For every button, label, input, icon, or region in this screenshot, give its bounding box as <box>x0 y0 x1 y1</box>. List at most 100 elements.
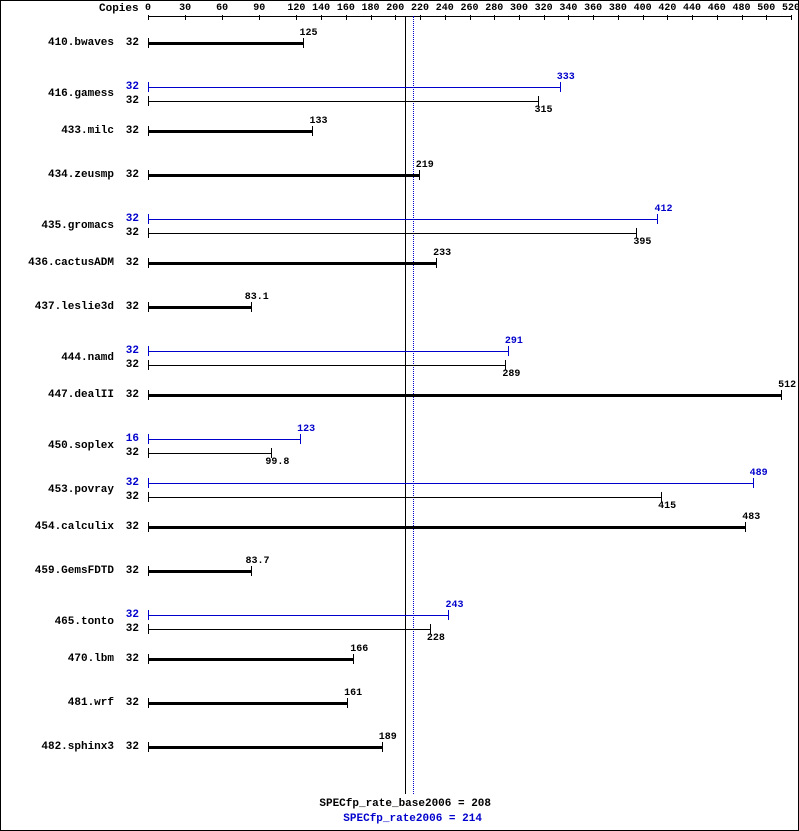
benchmark-name: 434.zeusmp <box>48 169 114 181</box>
bar-endcap <box>353 654 354 664</box>
x-tick-label: 120 <box>287 3 305 14</box>
bar-value-label: 125 <box>300 28 318 39</box>
copies-value: 32 <box>126 697 139 709</box>
x-tick <box>222 15 223 20</box>
x-tick <box>742 15 743 20</box>
copies-value: 32 <box>126 609 139 621</box>
bar-startcap <box>148 228 149 238</box>
x-tick <box>420 15 421 20</box>
x-tick-label: 140 <box>312 3 330 14</box>
x-tick-label: 90 <box>253 3 265 14</box>
x-tick-label: 60 <box>216 3 228 14</box>
x-tick-label: 360 <box>584 3 602 14</box>
x-tick-label: 260 <box>460 3 478 14</box>
x-tick-label: 30 <box>179 3 191 14</box>
bar-endcap <box>251 302 252 312</box>
benchmark-bar <box>148 453 271 454</box>
x-tick-label: 280 <box>485 3 503 14</box>
x-tick <box>519 15 520 20</box>
bar-value-label: 219 <box>416 160 434 171</box>
benchmark-name: 465.tonto <box>55 616 114 628</box>
bar-endcap <box>382 742 383 752</box>
bar-endcap <box>448 610 449 620</box>
bar-startcap <box>148 214 149 224</box>
benchmark-bar <box>148 87 560 88</box>
x-tick <box>766 15 767 20</box>
bar-startcap <box>148 434 149 444</box>
copies-value: 32 <box>126 213 139 225</box>
copies-header: Copies <box>99 3 139 15</box>
bar-endcap <box>251 566 252 576</box>
benchmark-bar <box>148 219 657 220</box>
bar-value-label: 233 <box>433 248 451 259</box>
bar-value-label: 333 <box>557 72 575 83</box>
x-tick <box>593 15 594 20</box>
benchmark-bar <box>148 658 353 661</box>
bar-value-label: 161 <box>344 688 362 699</box>
benchmark-bar <box>148 702 347 705</box>
x-tick <box>494 15 495 20</box>
benchmark-name: 482.sphinx3 <box>41 741 114 753</box>
benchmark-name: 470.lbm <box>68 653 114 665</box>
bar-startcap <box>148 742 149 752</box>
x-tick <box>717 15 718 20</box>
bar-value-label: 83.7 <box>245 556 269 567</box>
bar-value-label: 315 <box>534 105 552 116</box>
benchmark-bar <box>148 746 382 749</box>
x-tick-label: 320 <box>535 3 553 14</box>
bar-endcap <box>300 434 301 444</box>
copies-value: 32 <box>126 37 139 49</box>
x-tick-label: 520 <box>782 3 799 14</box>
copies-value: 32 <box>126 521 139 533</box>
bar-endcap <box>303 38 304 48</box>
benchmark-bar <box>148 130 312 133</box>
x-tick-label: 340 <box>559 3 577 14</box>
x-tick-label: 200 <box>386 3 404 14</box>
bar-startcap <box>148 302 149 312</box>
bar-value-label: 83.1 <box>245 292 269 303</box>
x-tick-label: 460 <box>708 3 726 14</box>
bar-startcap <box>148 258 149 268</box>
copies-value: 32 <box>126 359 139 371</box>
bar-value-label: 189 <box>379 732 397 743</box>
bar-endcap <box>508 346 509 356</box>
x-tick <box>259 15 260 20</box>
bar-endcap <box>657 214 658 224</box>
x-tick <box>643 15 644 20</box>
benchmark-bar <box>148 365 505 366</box>
benchmark-name: 481.wrf <box>68 697 114 709</box>
x-tick-label: 220 <box>411 3 429 14</box>
bar-value-label: 483 <box>742 512 760 523</box>
x-tick-label: 380 <box>609 3 627 14</box>
bar-startcap <box>148 170 149 180</box>
copies-value: 32 <box>126 491 139 503</box>
copies-value: 16 <box>126 433 139 445</box>
reference-line <box>405 16 406 794</box>
bar-value-label: 133 <box>309 116 327 127</box>
copies-value: 32 <box>126 81 139 93</box>
benchmark-bar <box>148 526 745 529</box>
x-tick <box>568 15 569 20</box>
benchmark-name: 454.calculix <box>35 521 114 533</box>
benchmark-name: 450.soplex <box>48 440 114 452</box>
bar-startcap <box>148 654 149 664</box>
bar-endcap <box>312 126 313 136</box>
bar-value-label: 415 <box>658 501 676 512</box>
benchmark-bar <box>148 101 538 102</box>
bar-value-label: 123 <box>297 424 315 435</box>
reference-line <box>413 16 414 794</box>
bar-startcap <box>148 126 149 136</box>
copies-value: 32 <box>126 95 139 107</box>
benchmark-name: 453.povray <box>48 484 114 496</box>
bar-startcap <box>148 82 149 92</box>
x-tick-label: 480 <box>733 3 751 14</box>
x-tick-label: 0 <box>145 3 151 14</box>
x-tick <box>445 15 446 20</box>
bar-value-label: 412 <box>654 204 672 215</box>
bar-endcap <box>436 258 437 268</box>
x-tick-label: 440 <box>683 3 701 14</box>
bar-value-label: 228 <box>427 633 445 644</box>
bar-value-label: 512 <box>778 380 796 391</box>
bar-startcap <box>148 346 149 356</box>
x-tick-label: 420 <box>658 3 676 14</box>
